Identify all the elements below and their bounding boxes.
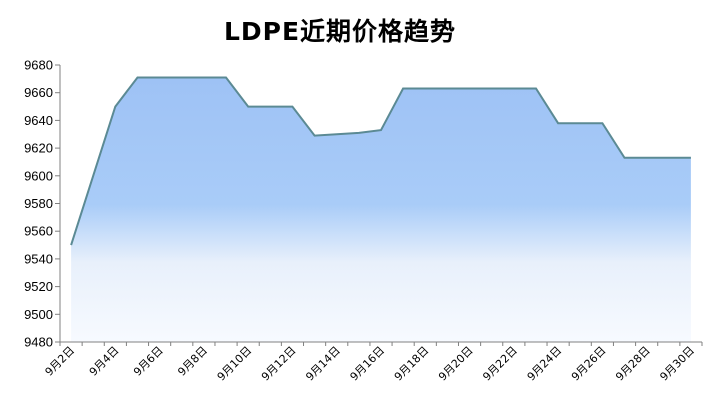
x-tick-label: 9月4日 — [87, 344, 122, 379]
x-tick-label: 9月12日 — [259, 344, 299, 384]
y-tick-label: 9680 — [24, 58, 53, 73]
y-tick-label: 9580 — [24, 196, 53, 211]
x-tick-label: 9月22日 — [480, 344, 520, 384]
price-line — [70, 76, 691, 246]
x-tick-label: 9月18日 — [392, 344, 432, 384]
x-tick-label: 9月20日 — [436, 344, 476, 384]
y-tick-label: 9480 — [24, 335, 53, 350]
y-tick-label: 9540 — [24, 251, 53, 266]
x-tick-label: 9月26日 — [569, 344, 609, 384]
x-tick-label: 9月28日 — [613, 344, 653, 384]
price-area — [71, 77, 691, 342]
x-tick-label: 9月6日 — [131, 344, 166, 379]
x-tick-label: 9月8日 — [175, 344, 210, 379]
y-tick-label: 9520 — [24, 279, 53, 294]
x-tick-label: 9月24日 — [525, 344, 565, 384]
x-tick-label: 9月30日 — [657, 344, 697, 384]
y-tick-label: 9500 — [24, 307, 53, 322]
x-tick-label: 9月16日 — [348, 344, 388, 384]
x-tick-label: 9月14日 — [303, 344, 343, 384]
y-tick-label: 9660 — [24, 85, 53, 100]
y-tick-label: 9560 — [24, 224, 53, 239]
y-tick-label: 9640 — [24, 113, 53, 128]
y-tick-label: 9620 — [24, 141, 53, 156]
chart-title: LDPE近期价格趋势 — [223, 17, 457, 46]
y-tick-label: 9600 — [24, 168, 53, 183]
x-tick-label: 9月10日 — [215, 344, 255, 384]
